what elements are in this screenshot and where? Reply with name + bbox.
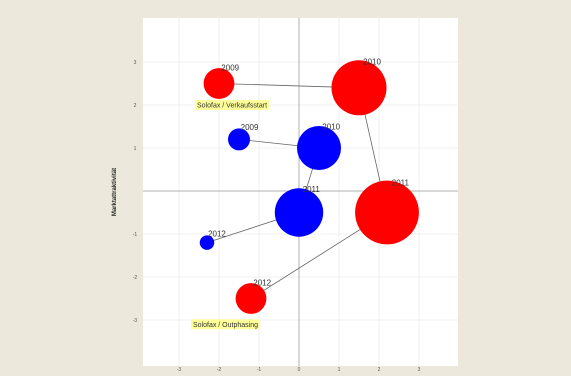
bubble	[355, 180, 419, 245]
y-tick-label: -3	[133, 318, 138, 324]
annotation-background	[195, 100, 270, 110]
tick-labels: -3 -2 -1 0 1 2 3 -3 -2 -1 1 2 3	[133, 60, 421, 373]
y-tick-label: -2	[133, 275, 138, 281]
x-tick-label: 1	[338, 367, 341, 373]
annotation-background	[191, 319, 260, 330]
bubble	[228, 128, 250, 151]
bubble-label: 2009	[241, 123, 259, 132]
bubble	[274, 188, 324, 237]
bubbles	[199, 60, 419, 314]
bubble-label: 2010	[322, 122, 340, 131]
x-tick-label: -3	[177, 367, 182, 373]
annotation-text: Solofax / Outphasing	[193, 322, 258, 329]
y-tick-label: 3	[134, 60, 137, 66]
y-tick-label: 2	[134, 103, 137, 109]
bubble-label: 2011	[392, 178, 410, 187]
x-tick-label: 3	[418, 367, 421, 373]
annotation-text: Solofax / Verkaufsstart	[197, 103, 267, 110]
point-labels: 2009 2010 2011 2012 2009 2010 2011 2012	[208, 57, 409, 287]
y-axis-label: Marktattraktivität	[112, 168, 118, 216]
bubble-label: 2012	[208, 229, 226, 238]
annotations: Solofax / Verkaufsstart Solofax / Outphas…	[191, 100, 270, 330]
bubble-label: 2011	[303, 185, 321, 194]
bubble-label: 2012	[253, 278, 271, 287]
bubble-label: 2009	[221, 63, 239, 72]
y-tick-label: -1	[133, 232, 138, 238]
bubble	[331, 60, 387, 116]
bubble	[203, 68, 235, 99]
x-tick-label: -2	[217, 367, 222, 373]
bubble-label: 2010	[363, 57, 381, 66]
bubble	[199, 235, 215, 250]
x-tick-label: -1	[257, 367, 262, 373]
x-tick-label: 0	[298, 367, 301, 373]
y-tick-label: 1	[134, 146, 137, 152]
bubble	[297, 126, 341, 170]
x-tick-label: 2	[378, 367, 381, 373]
bubble	[235, 283, 267, 314]
